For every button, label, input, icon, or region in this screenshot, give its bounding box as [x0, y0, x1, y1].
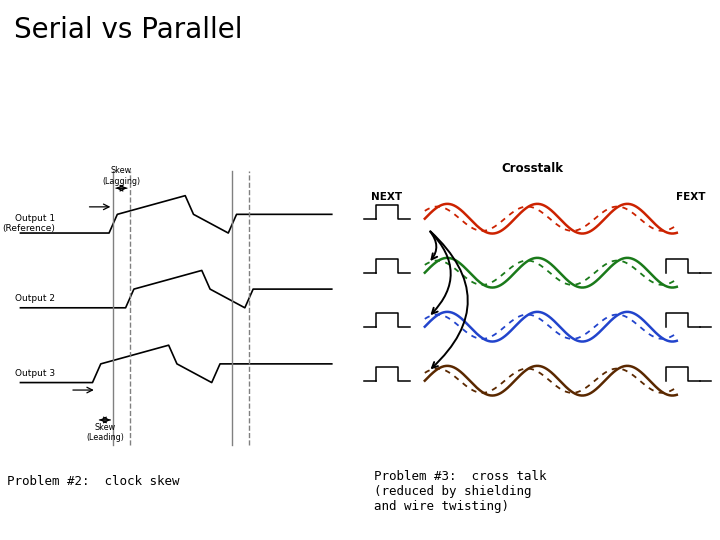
Text: Problem #2:  clock skew: Problem #2: clock skew: [7, 475, 180, 488]
Text: Output 3: Output 3: [15, 369, 55, 377]
Text: Problem #3:  cross talk
(reduced by shielding
and wire twisting): Problem #3: cross talk (reduced by shiel…: [374, 470, 547, 513]
Text: Crosstalk: Crosstalk: [502, 162, 564, 175]
Text: Output 1
(Reference): Output 1 (Reference): [2, 214, 55, 233]
Text: Skew
(Lagging): Skew (Lagging): [102, 166, 140, 186]
Text: Serial vs Parallel: Serial vs Parallel: [14, 16, 243, 44]
Text: FEXT: FEXT: [676, 192, 706, 202]
Text: Output 2: Output 2: [15, 294, 55, 303]
Text: NEXT: NEXT: [371, 192, 402, 202]
Text: Skew
(Leading): Skew (Leading): [86, 423, 124, 442]
